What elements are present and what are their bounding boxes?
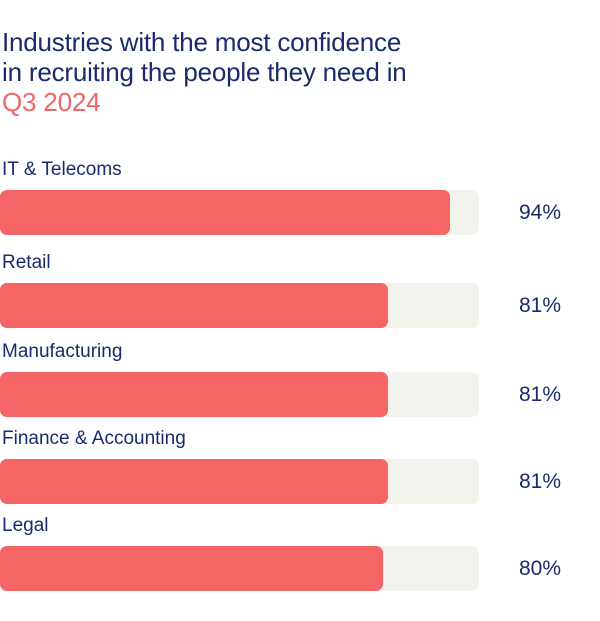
bar bbox=[0, 459, 388, 504]
bar-category-label: Manufacturing bbox=[2, 341, 123, 362]
chart-title-line-2: in recruiting the people they need in bbox=[2, 57, 407, 87]
bar-category-label: Finance & Accounting bbox=[2, 428, 186, 449]
bar-track bbox=[0, 459, 479, 504]
bar bbox=[0, 546, 384, 591]
bar-value-label: 94% bbox=[519, 201, 562, 224]
bar-track bbox=[0, 372, 479, 417]
chart-title-line-1: Industries with the most confidence bbox=[2, 27, 402, 57]
bar bbox=[0, 190, 451, 235]
bar-category-label: IT & Telecoms bbox=[2, 159, 122, 180]
bar-value-label: 80% bbox=[519, 557, 562, 580]
bar-track bbox=[0, 190, 479, 235]
chart-title: Industries with the most confidence in r… bbox=[2, 27, 562, 117]
bar-track bbox=[0, 546, 479, 591]
bar-value-label: 81% bbox=[519, 383, 562, 406]
bar-value-label: 81% bbox=[519, 470, 562, 493]
bar-track bbox=[0, 283, 479, 328]
bar-category-label: Retail bbox=[2, 252, 51, 273]
bar bbox=[0, 372, 388, 417]
chart-title-period: Q3 2024 bbox=[2, 87, 101, 117]
bar-value-label: 81% bbox=[519, 294, 562, 317]
bar bbox=[0, 283, 388, 328]
bar-category-label: Legal bbox=[2, 515, 49, 536]
